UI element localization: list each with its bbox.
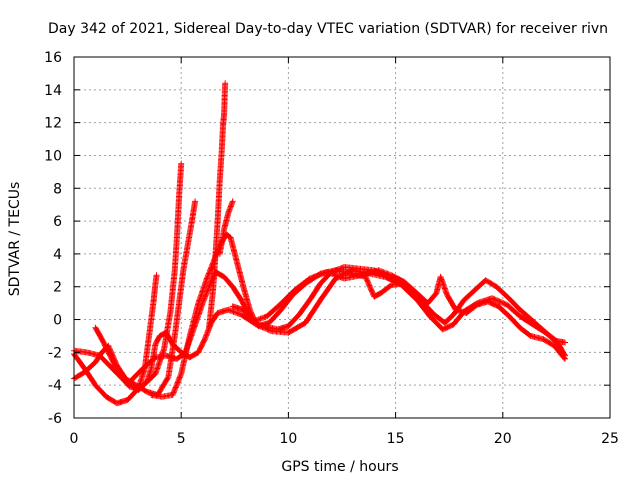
x-tick-label: 25 [601, 431, 619, 447]
series-satellite-track-4 [92, 160, 185, 392]
grid-lines [74, 57, 610, 418]
series-markers [216, 198, 236, 257]
series-markers [206, 80, 229, 331]
plot-frame [73, 56, 611, 419]
y-tick-label: 14 [44, 83, 62, 99]
y-tick-label: 12 [44, 116, 62, 132]
x-tick-label: 15 [387, 431, 405, 447]
x-tick-label: 10 [279, 431, 297, 447]
chart-title: Day 342 of 2021, Sidereal Day-to-day VTE… [48, 21, 608, 37]
data-series [71, 80, 568, 407]
x-axis-label: GPS time / hours [281, 459, 398, 475]
y-tick-label: -4 [48, 378, 62, 394]
x-tick-label: 20 [494, 431, 512, 447]
series-markers [92, 160, 185, 392]
series-satellite-track-9 [229, 267, 568, 362]
x-tick-label: 5 [177, 431, 186, 447]
series-markers [229, 267, 568, 362]
y-axis-label: SDTVAR / TECUs [7, 182, 23, 297]
y-tick-label: 8 [53, 181, 62, 197]
y-tick-label: 0 [53, 313, 62, 329]
series-satellite-track-7 [206, 80, 229, 331]
x-tick-label: 0 [70, 431, 79, 447]
y-tick-label: 16 [44, 50, 62, 66]
y-tick-label: -6 [48, 411, 62, 427]
y-tick-label: 4 [53, 247, 62, 263]
y-tick-label: -2 [48, 345, 62, 361]
y-tick-label: 2 [53, 280, 62, 296]
axis-ticks: 0 5 10 15 20 25 -6 -4 -2 0 2 4 6 8 10 12 14 16 [44, 50, 619, 447]
series-markers [71, 272, 160, 407]
y-tick-label: 6 [53, 214, 62, 230]
y-tick-label: 10 [44, 148, 62, 164]
series-satellite-track-2 [71, 272, 160, 407]
series-satellite-track-8 [216, 198, 236, 257]
